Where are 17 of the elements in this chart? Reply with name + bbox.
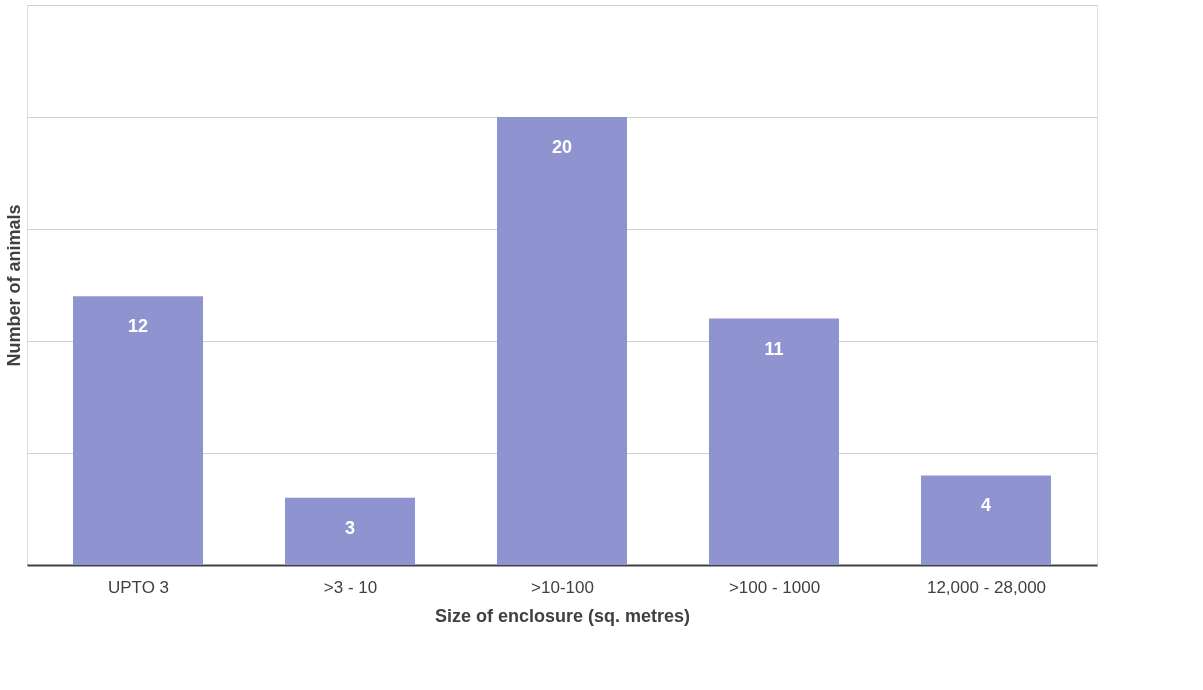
y-axis-title: Number of animals xyxy=(3,204,24,367)
data-label: 11 xyxy=(764,338,784,359)
data-label: 20 xyxy=(551,137,573,157)
data-label: 12 xyxy=(127,316,149,337)
bar xyxy=(921,475,1051,565)
data-label: 3 xyxy=(344,517,356,538)
x-tick-label: 12,000 - 28,000 xyxy=(926,577,1047,597)
bar xyxy=(709,318,839,565)
x-tick-label: UPTO 3 xyxy=(107,577,170,597)
data-label: 4 xyxy=(980,495,992,516)
x-axis-title: Size of enclosure (sq. metres) xyxy=(434,605,691,626)
x-tick-label: >10-100 xyxy=(531,577,594,597)
bar xyxy=(497,117,627,565)
bar xyxy=(73,296,203,565)
x-tick-label: >100 - 1000 xyxy=(728,577,821,597)
x-tick-label: >3 - 10 xyxy=(323,577,378,597)
bar xyxy=(285,497,415,565)
